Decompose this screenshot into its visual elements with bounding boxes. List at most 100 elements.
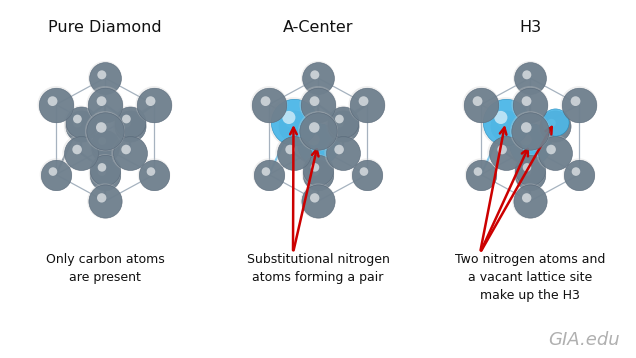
Point bbox=[149, 172, 159, 178]
Point bbox=[476, 172, 486, 178]
Point bbox=[97, 165, 107, 170]
Point bbox=[100, 141, 110, 147]
Point bbox=[125, 124, 135, 129]
Point bbox=[525, 168, 535, 173]
Point bbox=[288, 124, 298, 129]
Point bbox=[338, 124, 348, 129]
Point bbox=[546, 147, 556, 153]
Point bbox=[496, 115, 506, 120]
Point bbox=[48, 98, 58, 104]
Point bbox=[522, 142, 532, 148]
Point bbox=[525, 75, 535, 81]
Point bbox=[76, 119, 86, 125]
Point bbox=[76, 124, 86, 129]
Point bbox=[473, 169, 483, 174]
Point bbox=[525, 198, 535, 204]
Point bbox=[51, 172, 61, 178]
Point bbox=[338, 150, 348, 156]
Point bbox=[359, 169, 369, 174]
Point bbox=[100, 128, 110, 134]
Point bbox=[476, 102, 486, 107]
Point bbox=[313, 141, 323, 147]
Text: Pure Diamond: Pure Diamond bbox=[48, 20, 162, 35]
Point bbox=[525, 145, 535, 151]
Point bbox=[362, 172, 372, 178]
Text: H3: H3 bbox=[519, 20, 541, 35]
Point bbox=[362, 102, 372, 107]
Point bbox=[525, 102, 535, 107]
Point bbox=[338, 124, 348, 129]
Point bbox=[313, 145, 323, 151]
Text: Substitutional nitrogen
atoms forming a pair: Substitutional nitrogen atoms forming a … bbox=[247, 253, 389, 284]
Point bbox=[100, 145, 110, 151]
Point bbox=[313, 145, 323, 151]
Point bbox=[73, 116, 83, 122]
Point bbox=[309, 125, 319, 130]
Text: A-Center: A-Center bbox=[283, 20, 353, 35]
Point bbox=[313, 128, 323, 134]
Point bbox=[313, 172, 323, 178]
Point bbox=[476, 172, 486, 178]
Point bbox=[501, 124, 511, 129]
Point bbox=[73, 120, 83, 126]
Point bbox=[97, 98, 107, 104]
Point bbox=[525, 128, 535, 134]
Point bbox=[501, 150, 511, 156]
Point bbox=[570, 98, 581, 104]
Point bbox=[313, 168, 323, 173]
Text: GIA.edu: GIA.edu bbox=[548, 331, 620, 349]
Point bbox=[100, 172, 110, 178]
Point bbox=[125, 150, 135, 156]
Point bbox=[100, 145, 110, 151]
Point bbox=[522, 195, 532, 201]
Point bbox=[264, 172, 274, 178]
Point bbox=[261, 98, 271, 104]
Point bbox=[100, 75, 110, 81]
Point bbox=[501, 150, 511, 156]
Point bbox=[100, 128, 110, 134]
Point bbox=[76, 124, 86, 129]
Point bbox=[121, 116, 132, 122]
Point bbox=[313, 168, 323, 173]
Point bbox=[125, 119, 135, 125]
Point bbox=[286, 120, 296, 126]
Point bbox=[550, 150, 560, 156]
Point bbox=[100, 75, 110, 81]
Point bbox=[310, 169, 320, 174]
Point bbox=[521, 125, 531, 130]
Point bbox=[362, 102, 372, 107]
Point bbox=[338, 119, 348, 125]
Point bbox=[338, 150, 348, 156]
Point bbox=[574, 102, 584, 107]
Point bbox=[100, 172, 110, 178]
Point bbox=[288, 119, 298, 125]
Point bbox=[313, 128, 323, 134]
Point bbox=[574, 172, 584, 178]
Point bbox=[97, 142, 107, 148]
Point bbox=[522, 72, 532, 78]
Point bbox=[497, 147, 507, 153]
Point bbox=[76, 119, 86, 125]
Point bbox=[525, 141, 535, 147]
Point bbox=[313, 141, 323, 147]
Point bbox=[288, 124, 298, 129]
Point bbox=[149, 172, 159, 178]
Point bbox=[76, 150, 86, 156]
Point bbox=[97, 138, 107, 144]
Point bbox=[550, 150, 560, 156]
Point bbox=[338, 119, 348, 125]
Point bbox=[476, 102, 486, 107]
Point bbox=[335, 120, 345, 126]
Point bbox=[261, 169, 271, 174]
Point bbox=[362, 172, 372, 178]
Point bbox=[51, 102, 61, 107]
Point bbox=[264, 172, 274, 178]
Point bbox=[546, 120, 556, 126]
Point bbox=[146, 169, 156, 174]
Point bbox=[574, 172, 584, 178]
Point bbox=[473, 98, 483, 104]
Point bbox=[525, 102, 535, 107]
Point bbox=[310, 98, 320, 104]
Point bbox=[288, 150, 298, 156]
Point bbox=[334, 147, 344, 153]
